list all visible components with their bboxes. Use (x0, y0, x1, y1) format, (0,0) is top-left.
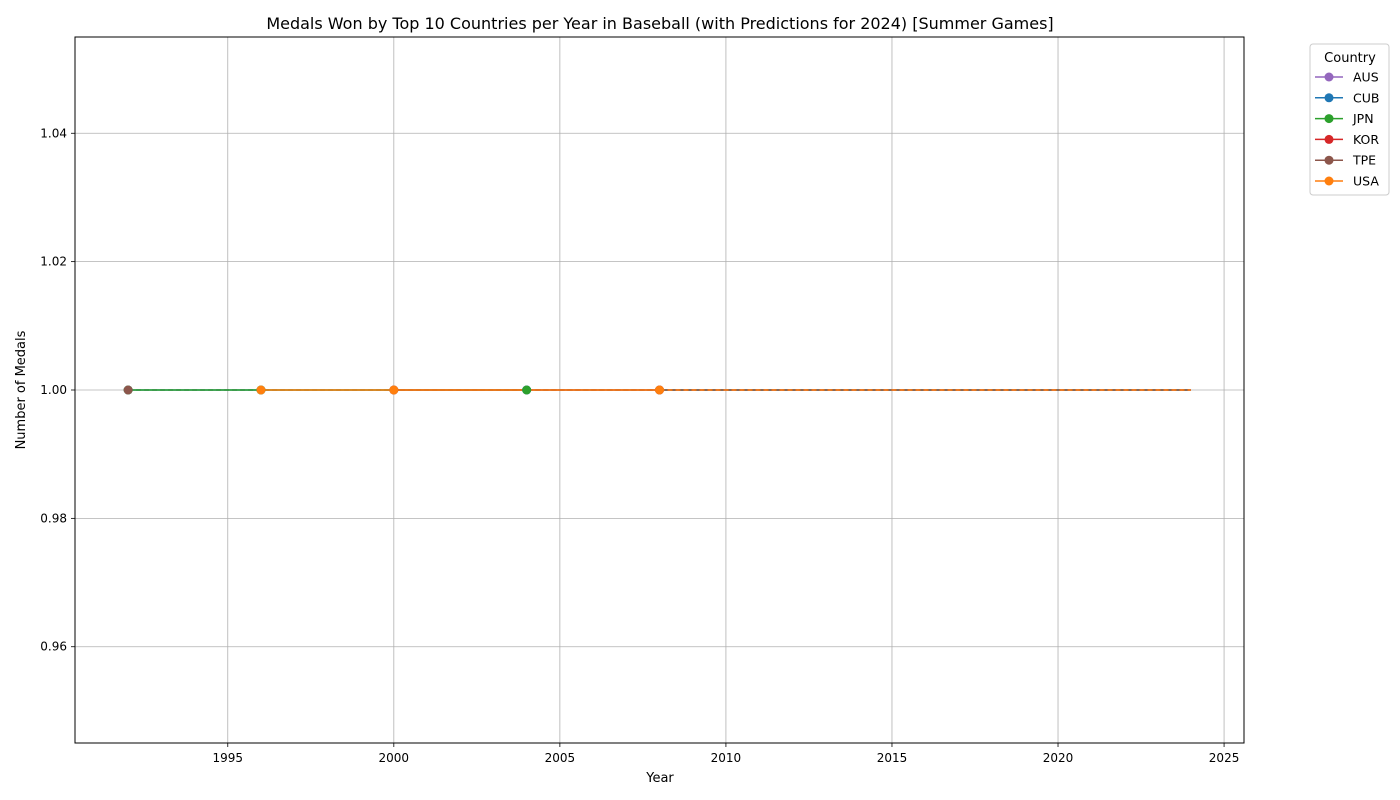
legend-item-usa: USA (1315, 174, 1379, 189)
legend-title: Country (1324, 51, 1376, 66)
x-axis-label: Year (645, 771, 674, 786)
y-axis-label: Number of Medals (14, 330, 29, 449)
y-tick-label: 1.00 (40, 383, 67, 397)
legend-item-tpe: TPE (1315, 153, 1376, 168)
legend-label-aus: AUS (1353, 70, 1379, 85)
legend-item-kor: KOR (1315, 132, 1379, 147)
legend-label-kor: KOR (1353, 132, 1379, 147)
series-markers (123, 385, 664, 395)
x-tick-label: 2000 (379, 751, 410, 765)
legend-swatch-marker-tpe (1324, 155, 1334, 165)
legend-item-jpn: JPN (1315, 111, 1374, 126)
legend-label-tpe: TPE (1352, 153, 1376, 168)
legend-box (1309, 43, 1390, 196)
y-axis-ticks: 0.96 0.98 1.00 1.02 1.04 (40, 126, 75, 654)
y-tick-label: 0.98 (40, 511, 67, 525)
x-axis-ticks: 1995 2000 2005 2010 2015 2020 2025 (212, 743, 1239, 765)
x-tick-label: 2015 (877, 751, 908, 765)
data-point-jpn (522, 385, 532, 395)
y-tick-label: 1.04 (40, 126, 67, 140)
x-tick-label: 2025 (1209, 751, 1240, 765)
legend-swatch-marker-usa (1324, 176, 1334, 186)
data-point-usa (256, 385, 266, 395)
legend-swatch-marker-aus (1324, 72, 1334, 82)
legend-label-jpn: JPN (1352, 111, 1374, 126)
legend-swatch-marker-kor (1324, 134, 1334, 144)
legend-swatch-marker-jpn (1324, 114, 1334, 124)
chart-title: Medals Won by Top 10 Countries per Year … (266, 14, 1053, 33)
data-point-tpe (123, 385, 133, 395)
x-tick-label: 2010 (711, 751, 742, 765)
x-tick-label: 2005 (545, 751, 576, 765)
y-tick-label: 0.96 (40, 640, 67, 654)
data-point-usa (389, 385, 399, 395)
legend: Country AUS CUB JPN KOR TPE USA (1309, 43, 1390, 196)
data-point-usa (655, 385, 664, 395)
x-tick-label: 1995 (212, 751, 243, 765)
legend-swatch-marker-cub (1324, 93, 1334, 103)
y-tick-label: 1.02 (40, 255, 67, 269)
x-tick-label: 2020 (1043, 751, 1074, 765)
legend-label-cub: CUB (1353, 90, 1379, 105)
legend-label-usa: USA (1353, 174, 1379, 189)
legend-item-cub: CUB (1315, 90, 1379, 105)
legend-item-aus: AUS (1315, 70, 1379, 85)
grid-lines (75, 37, 1244, 743)
